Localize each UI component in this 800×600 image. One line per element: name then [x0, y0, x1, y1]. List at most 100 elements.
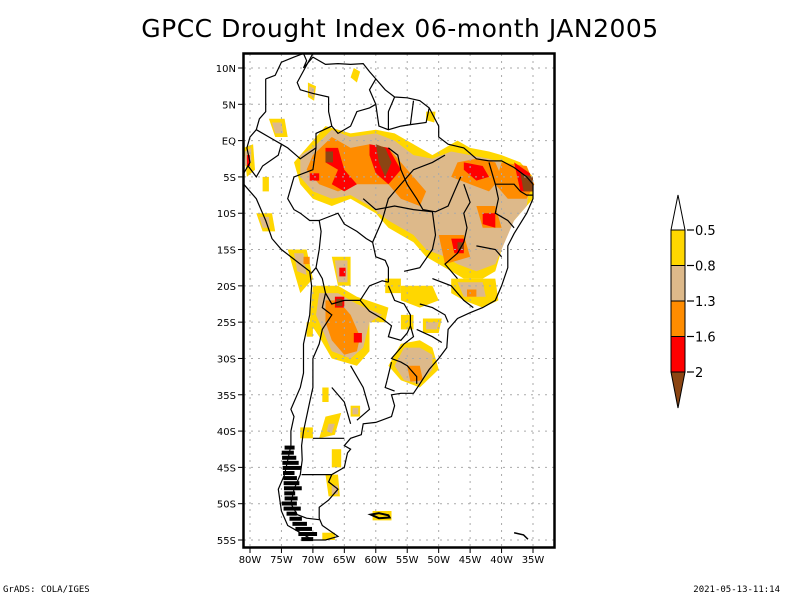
drought-area	[325, 147, 357, 192]
border-brazil-uruguay	[390, 325, 418, 384]
drought-area	[336, 298, 343, 307]
lat-tick-label: 30S	[217, 354, 236, 365]
archipelago-mark	[298, 532, 318, 537]
drought-area	[426, 322, 439, 330]
colorbar-segment	[670, 265, 686, 302]
lat-tick-label: 20S	[217, 282, 236, 293]
chart-title: GPCC Drought Index 06-month JAN2005	[141, 14, 659, 43]
grid-lines	[244, 54, 554, 547]
border-guyana-suriname	[387, 96, 396, 130]
archipelago-mark	[283, 481, 300, 486]
colorbar-legend: 0.5 0.8 1.3 1.6 2	[670, 194, 716, 409]
colorbar-lower-arrow	[670, 371, 686, 409]
lon-tick-label: 35W	[522, 555, 545, 566]
colorbar-upper-arrow	[670, 194, 686, 231]
border-bolivia-brazil	[318, 212, 389, 283]
lon-tick-label: 80W	[239, 555, 262, 566]
coastline	[244, 54, 534, 541]
drought-area	[272, 122, 284, 134]
drought-area	[385, 278, 401, 294]
drought-area	[309, 86, 315, 97]
drought-area	[262, 176, 269, 192]
state-border	[419, 303, 449, 323]
province-border	[331, 387, 352, 424]
drought-area	[339, 267, 346, 277]
lat-tick-label: 50S	[217, 500, 236, 511]
longitude-axis: 80W 75W 70W 65W 60W 55W 50W 45W 40W 35W	[239, 548, 545, 566]
lon-tick-label: 75W	[270, 555, 293, 566]
border-uruguay-west	[384, 380, 395, 392]
lon-tick-label: 70W	[302, 555, 325, 566]
coastlines-borders	[244, 54, 534, 542]
archipelago-mark	[281, 450, 294, 455]
lat-tick-label: 10N	[216, 64, 236, 75]
state-border	[432, 278, 474, 309]
state-border	[394, 154, 446, 192]
drought-area	[482, 213, 496, 228]
archipelago-mark	[289, 516, 302, 521]
drought-area	[520, 173, 533, 192]
lon-tick-label: 55W	[396, 555, 419, 566]
latitude-axis: 10N 5N EQ 5S 10S 15S 20S 25S 30S 35S 40S 45S 50S 55S	[216, 64, 243, 547]
drought-area	[457, 282, 486, 297]
state-border	[388, 147, 462, 213]
state-border	[416, 328, 443, 344]
drought-area	[325, 300, 361, 355]
colorbar-label: 0.8	[695, 260, 716, 275]
lat-tick-label: 10S	[217, 209, 236, 220]
border-bolivia-south	[315, 267, 389, 305]
border-paraguay	[359, 285, 411, 341]
lat-tick-label: EQ	[222, 137, 236, 148]
lon-tick-label: 65W	[333, 555, 356, 566]
plot-frame	[242, 52, 556, 549]
border-colombia-peru	[281, 143, 317, 160]
drought-area	[325, 151, 333, 163]
border-peru-brazil	[287, 125, 333, 274]
state-border	[488, 162, 515, 229]
archipelago-mark	[283, 506, 301, 511]
archipelago-mark	[283, 486, 302, 491]
lat-tick-label: 5S	[223, 173, 236, 184]
archipelago-mark	[281, 501, 297, 506]
lat-tick-label: 35S	[217, 391, 236, 402]
drought-area	[306, 322, 313, 337]
state-border	[362, 198, 437, 272]
archipelago-mark	[282, 460, 299, 465]
drought-area	[350, 68, 361, 83]
archipelago-mark	[284, 491, 296, 496]
grads-credit: GrADS: COLA/IGES	[3, 585, 90, 595]
drought-area	[467, 289, 477, 297]
archipelago-mark	[282, 465, 302, 470]
timestamp: 2021-05-13-11:14	[693, 585, 780, 595]
colorbar-segment	[670, 336, 686, 373]
lon-tick-label: 45W	[459, 555, 482, 566]
drought-area	[352, 407, 359, 415]
drought-fill-layer	[244, 68, 535, 540]
state-border	[444, 184, 471, 279]
lat-tick-label: 15S	[217, 246, 236, 257]
colorbar-segment	[670, 300, 686, 337]
colorbar-label: 0.5	[695, 224, 716, 239]
colorbar-segment	[670, 229, 686, 266]
state-border	[372, 191, 396, 243]
archipelago-mark	[301, 537, 314, 542]
drought-area	[400, 285, 439, 308]
province-border	[350, 365, 371, 421]
colorbar-label: 1.3	[695, 295, 716, 310]
archipelago-mark	[284, 445, 295, 450]
archipelago-mark	[292, 521, 307, 526]
border-uruguay-argentina	[386, 361, 393, 381]
lon-tick-label: 50W	[427, 555, 450, 566]
drought-area	[331, 449, 342, 468]
border-colombia-venezuela	[296, 54, 377, 135]
drought-area	[322, 387, 329, 402]
falkland-islands	[367, 512, 392, 520]
lon-tick-label: 40W	[490, 555, 513, 566]
state-border	[495, 183, 533, 196]
colorbar-label: 1.6	[695, 331, 716, 346]
drought-area	[353, 333, 362, 343]
state-border	[476, 245, 503, 258]
archipelago-mark	[283, 476, 297, 481]
lat-tick-label: 45S	[217, 463, 236, 474]
